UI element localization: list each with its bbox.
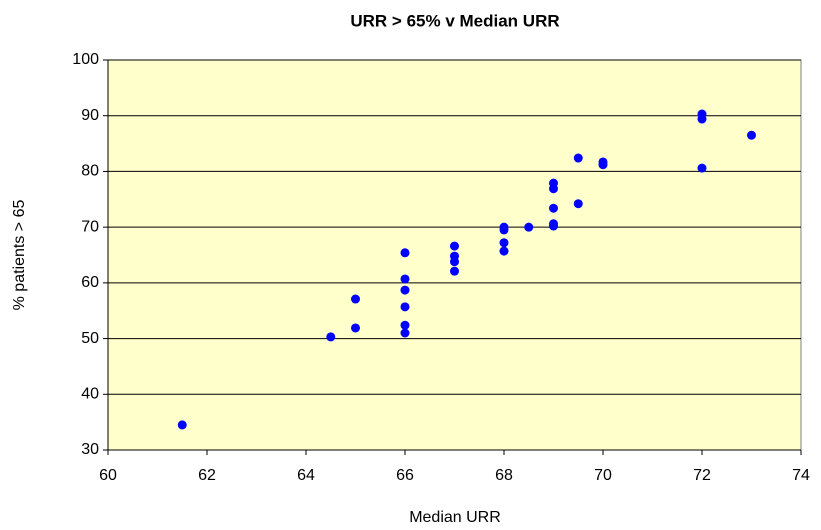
x-tick-label: 68 bbox=[495, 467, 513, 484]
point bbox=[549, 184, 558, 194]
point bbox=[499, 225, 509, 235]
point bbox=[400, 285, 410, 295]
point bbox=[697, 163, 707, 173]
x-tick-label: 74 bbox=[792, 467, 810, 484]
x-tick-label: 66 bbox=[396, 467, 414, 484]
point bbox=[697, 114, 707, 124]
y-tick-label: 50 bbox=[81, 330, 99, 347]
point bbox=[450, 241, 459, 251]
point bbox=[573, 199, 583, 209]
x-tick-label: 64 bbox=[297, 467, 315, 484]
point bbox=[450, 266, 459, 276]
x-tick-label: 72 bbox=[693, 467, 711, 484]
y-tick-label: 100 bbox=[72, 51, 99, 68]
point bbox=[400, 248, 410, 258]
point bbox=[400, 274, 410, 284]
y-tick-label: 80 bbox=[81, 163, 99, 180]
point bbox=[400, 328, 410, 338]
x-tick-label: 70 bbox=[594, 467, 612, 484]
point bbox=[549, 203, 558, 213]
x-axis-title: Median URR bbox=[409, 509, 501, 526]
point bbox=[450, 257, 459, 267]
chart-title: URR > 65% v Median URR bbox=[350, 11, 559, 30]
point bbox=[499, 238, 509, 248]
y-tick-label: 40 bbox=[81, 386, 99, 403]
point bbox=[326, 332, 336, 342]
y-tick-label: 90 bbox=[81, 107, 99, 124]
y-tick-label: 70 bbox=[81, 218, 99, 235]
point bbox=[573, 153, 583, 163]
y-tick-label: 30 bbox=[81, 441, 99, 458]
point bbox=[400, 320, 410, 330]
point bbox=[351, 323, 360, 333]
x-tick-label: 60 bbox=[99, 467, 117, 484]
x-tick-label: 62 bbox=[198, 467, 216, 484]
point bbox=[549, 221, 558, 231]
y-tick-label: 60 bbox=[81, 274, 99, 291]
point bbox=[598, 160, 608, 170]
y-axis-title: % patients > 65 bbox=[11, 200, 28, 311]
point bbox=[524, 222, 534, 232]
point bbox=[177, 420, 187, 430]
point bbox=[400, 302, 410, 312]
point bbox=[747, 130, 756, 140]
point bbox=[351, 294, 360, 304]
point bbox=[499, 246, 509, 256]
